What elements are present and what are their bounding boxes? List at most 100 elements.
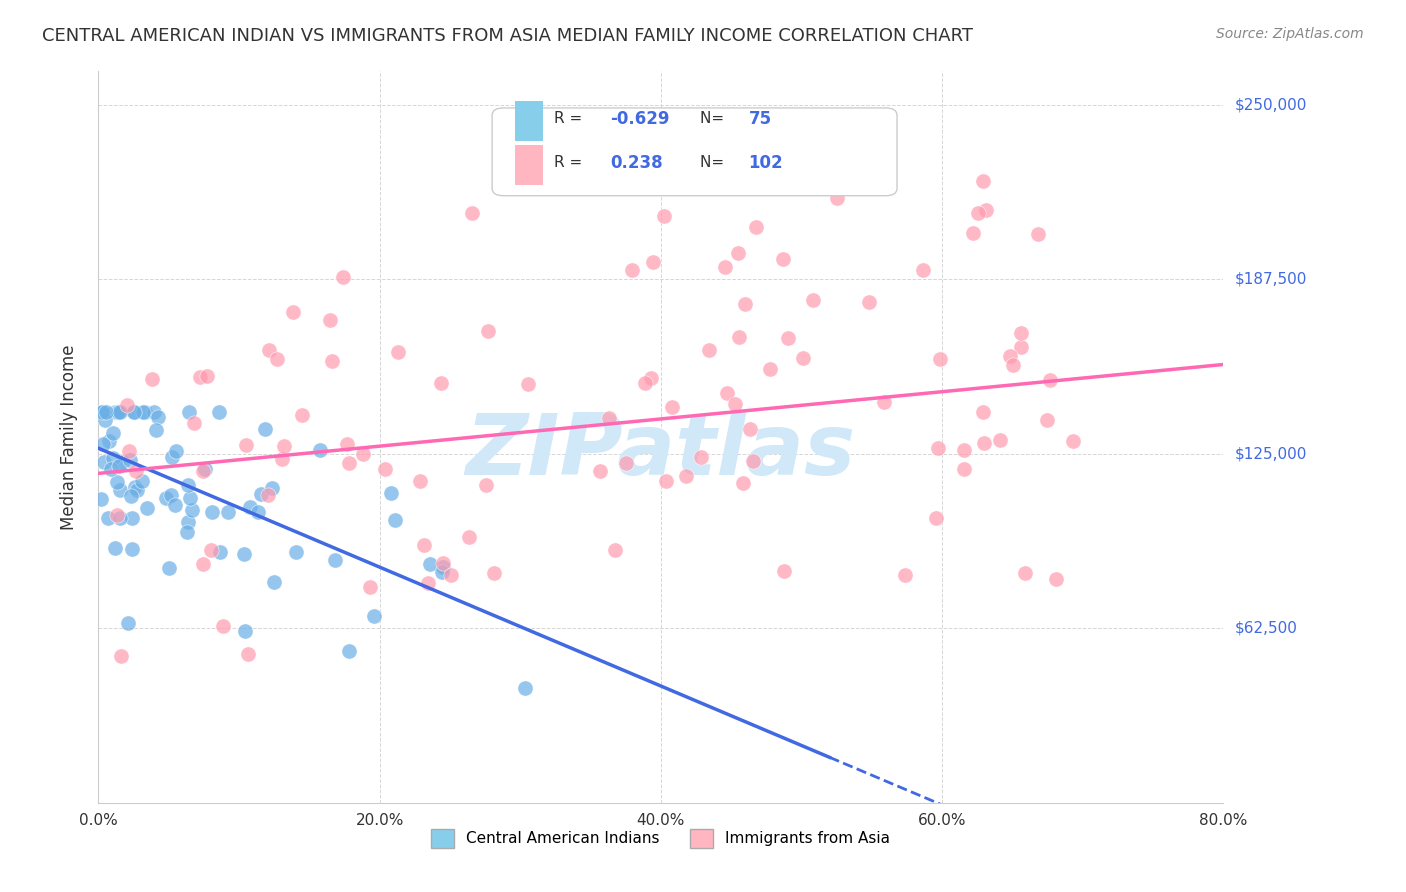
Point <box>772 564 794 578</box>
Point <box>734 297 756 311</box>
Point <box>432 556 454 570</box>
Point <box>148 409 170 424</box>
Point <box>117 443 139 458</box>
Point <box>208 405 231 419</box>
Text: R =: R = <box>554 155 592 170</box>
Point <box>741 453 763 467</box>
Point <box>477 324 499 338</box>
Point <box>159 561 181 575</box>
Point <box>430 376 453 390</box>
Point <box>263 574 285 589</box>
Point <box>1010 340 1032 354</box>
Point <box>193 464 215 478</box>
Point <box>217 505 239 519</box>
Point <box>516 376 538 391</box>
Text: $187,500: $187,500 <box>1234 272 1306 287</box>
Point <box>250 486 273 500</box>
Point <box>96 510 118 524</box>
Text: 75: 75 <box>748 110 772 128</box>
Text: $62,500: $62,500 <box>1234 621 1298 636</box>
Point <box>253 422 276 436</box>
Point <box>91 436 114 450</box>
Point <box>872 394 894 409</box>
Point <box>697 343 720 358</box>
Text: N=: N= <box>700 155 730 170</box>
Point <box>634 376 657 390</box>
Text: N=: N= <box>700 112 730 127</box>
Point <box>1062 434 1084 448</box>
Point <box>273 439 295 453</box>
FancyBboxPatch shape <box>515 145 543 185</box>
Point <box>211 619 233 633</box>
Point <box>132 405 155 419</box>
Point <box>972 174 994 188</box>
Point <box>238 647 260 661</box>
Point <box>195 368 218 383</box>
Point <box>262 481 284 495</box>
Point <box>440 567 463 582</box>
Point <box>458 529 481 543</box>
Point <box>974 203 997 218</box>
Point <box>412 538 434 552</box>
Text: ZIPatlas: ZIPatlas <box>465 410 856 493</box>
Point <box>246 505 269 519</box>
Point <box>513 681 536 696</box>
Text: 102: 102 <box>748 153 783 172</box>
Point <box>104 405 127 419</box>
Point <box>332 270 354 285</box>
Point <box>91 405 114 419</box>
Point <box>104 541 127 555</box>
Point <box>579 167 602 181</box>
Text: $250,000: $250,000 <box>1234 97 1306 112</box>
Point <box>654 474 676 488</box>
Text: $125,000: $125,000 <box>1234 446 1306 461</box>
Point <box>208 544 231 558</box>
Point <box>188 370 211 384</box>
Point <box>988 433 1011 447</box>
Point <box>589 464 612 478</box>
Point <box>194 462 217 476</box>
Point <box>145 423 167 437</box>
Point <box>107 405 129 419</box>
Point <box>100 462 122 476</box>
Point <box>117 615 139 630</box>
Point <box>962 226 984 240</box>
Point <box>972 405 994 419</box>
Y-axis label: Median Family Income: Median Family Income <box>59 344 77 530</box>
Point <box>911 263 934 277</box>
Point <box>200 543 222 558</box>
Point <box>107 459 129 474</box>
Point <box>103 450 125 465</box>
Point <box>90 491 112 506</box>
Point <box>319 313 342 327</box>
Point <box>143 405 166 419</box>
Text: Source: ZipAtlas.com: Source: ZipAtlas.com <box>1216 27 1364 41</box>
Point <box>191 557 214 571</box>
Point <box>127 483 149 498</box>
Point <box>740 422 762 436</box>
Point <box>179 491 201 505</box>
Point <box>973 436 995 450</box>
Point <box>927 441 949 455</box>
Point <box>952 462 974 476</box>
Point <box>1039 373 1062 387</box>
Point <box>125 464 148 478</box>
Point <box>641 254 664 268</box>
Point <box>727 330 749 344</box>
Text: CENTRAL AMERICAN INDIAN VS IMMIGRANTS FROM ASIA MEDIAN FAMILY INCOME CORRELATION: CENTRAL AMERICAN INDIAN VS IMMIGRANTS FR… <box>42 27 973 45</box>
Point <box>117 399 139 413</box>
Point <box>107 405 129 419</box>
Point <box>621 263 644 277</box>
Point <box>952 442 974 457</box>
Point <box>121 511 143 525</box>
Point <box>105 508 128 522</box>
Point <box>337 643 360 657</box>
Point <box>724 397 747 411</box>
Point <box>270 452 292 467</box>
Point <box>482 566 505 580</box>
Point <box>283 305 305 319</box>
Point <box>180 502 202 516</box>
Point <box>105 475 128 489</box>
Point <box>929 352 952 367</box>
Point <box>380 486 402 500</box>
